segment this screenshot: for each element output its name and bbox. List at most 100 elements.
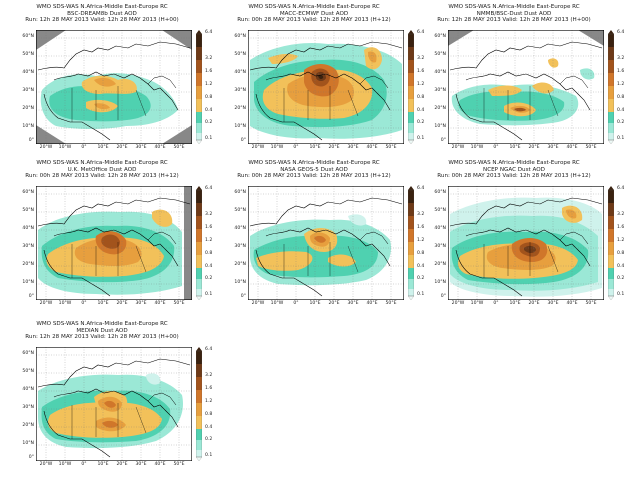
- colorbar-tick: 6.4: [617, 30, 625, 35]
- lon-tick: 20°W: [251, 145, 265, 150]
- colorbar: [195, 347, 203, 462]
- panel-nasa-geos5: WMO SDS-WAS N.Africa-Middle East-Europe …: [224, 160, 434, 318]
- lat-tick: 30°N: [234, 88, 246, 93]
- lat-tick: 0°: [240, 138, 246, 143]
- panel-title: WMO SDS-WAS N.Africa-Middle East-Europe …: [12, 321, 192, 341]
- lon-tick: 20°E: [328, 301, 340, 306]
- lat-tick: 10°N: [234, 124, 246, 129]
- lat-tick: 10°N: [22, 280, 34, 285]
- dust-aod-map: [36, 30, 192, 144]
- lon-tick: 10°E: [97, 462, 109, 467]
- colorbar-tick: 0.1: [205, 453, 213, 458]
- colorbar-tick: 0.2: [417, 120, 425, 125]
- lat-tick: 0°: [28, 455, 34, 460]
- lon-tick: 0°: [293, 301, 299, 306]
- title-line-2: U.K. MetOffice Dust AOD: [67, 166, 137, 173]
- lat-tick: 50°N: [22, 208, 34, 213]
- title-line-2: MEDIAN Dust AOD: [76, 327, 128, 334]
- colorbar-tick: 0.8: [205, 251, 213, 256]
- lat-tick: 10°N: [434, 124, 446, 129]
- lon-tick: 50°E: [385, 145, 397, 150]
- lon-tick: 20°W: [251, 301, 265, 306]
- lon-tick: 50°E: [385, 301, 397, 306]
- lon-tick: 20°E: [116, 301, 128, 306]
- colorbar-tick: 3.2: [617, 56, 625, 61]
- lat-tick: 50°N: [234, 52, 246, 57]
- dust-aod-map: [36, 186, 192, 300]
- lat-tick: 0°: [28, 294, 34, 299]
- colorbar-tick: 0.8: [417, 95, 425, 100]
- title-line-3: Run: 12h 28 MAY 2013 Valid: 12h 28 MAY 2…: [25, 334, 179, 341]
- lon-tick: 40°E: [154, 301, 166, 306]
- colorbar-tick: 0.1: [617, 292, 625, 297]
- title-line-1: WMO SDS-WAS N.Africa-Middle East-Europe …: [36, 321, 168, 327]
- lon-tick: 20°E: [116, 462, 128, 467]
- lon-tick: 30°E: [347, 145, 359, 150]
- panel-title: WMO SDS-WAS N.Africa-Middle East-Europe …: [12, 160, 192, 180]
- colorbar-tick: 0.2: [205, 276, 213, 281]
- colorbar-tick: 6.4: [205, 186, 213, 191]
- colorbar-tick: 0.8: [205, 412, 213, 417]
- lon-tick: 30°E: [547, 145, 559, 150]
- title-line-3: Run: 00h 28 MAY 2013 Valid: 12h 28 MAY 2…: [237, 17, 391, 24]
- lat-tick: 40°N: [234, 226, 246, 231]
- colorbar-tick: 3.2: [205, 56, 213, 61]
- colorbar-tick: 1.2: [617, 238, 625, 243]
- title-line-1: WMO SDS-WAS N.Africa-Middle East-Europe …: [36, 160, 168, 166]
- title-line-1: WMO SDS-WAS N.Africa-Middle East-Europe …: [248, 4, 380, 10]
- lon-tick: 0°: [493, 301, 499, 306]
- colorbar-tick: 0.8: [617, 95, 625, 100]
- colorbar: [607, 30, 615, 145]
- lon-tick: 40°E: [366, 145, 378, 150]
- lon-tick: 10°E: [309, 145, 321, 150]
- lat-tick: 30°N: [22, 244, 34, 249]
- colorbar-tick: 6.4: [417, 186, 425, 191]
- lat-tick: 10°N: [434, 280, 446, 285]
- colorbar-tick: 1.2: [417, 238, 425, 243]
- lat-tick: 50°N: [434, 208, 446, 213]
- lon-tick: 10°W: [58, 462, 72, 467]
- lat-tick: 20°N: [22, 423, 34, 428]
- lat-tick: 50°N: [234, 208, 246, 213]
- lon-tick: 10°W: [58, 301, 72, 306]
- colorbar-tick: 0.4: [417, 264, 425, 269]
- panel-title: WMO SDS-WAS N.Africa-Middle East-Europe …: [424, 160, 604, 180]
- lat-tick: 60°N: [234, 190, 246, 195]
- lon-tick: 10°E: [97, 301, 109, 306]
- lon-tick: 50°E: [173, 462, 185, 467]
- lat-tick: 40°N: [434, 70, 446, 75]
- panel-title: WMO SDS-WAS N.Africa-Middle East-Europe …: [224, 160, 404, 180]
- colorbar-tick: 0.2: [617, 276, 625, 281]
- panel-uk-metoffice: WMO SDS-WAS N.Africa-Middle East-Europe …: [12, 160, 222, 318]
- lat-tick: 60°N: [434, 190, 446, 195]
- lon-tick: 10°W: [470, 145, 484, 150]
- lat-tick: 50°N: [22, 52, 34, 57]
- colorbar: [407, 186, 415, 301]
- panel-bsc-dreamb: WMO SDS-WAS N.Africa-Middle East-Europe …: [12, 4, 222, 162]
- colorbar-tick: 1.2: [617, 82, 625, 87]
- title-line-3: Run: 00h 28 MAY 2013 Valid: 12h 28 MAY 2…: [25, 173, 179, 180]
- lon-tick: 0°: [81, 145, 87, 150]
- colorbar: [407, 30, 415, 145]
- dust-aod-map: [448, 186, 604, 300]
- lon-tick: 10°W: [58, 145, 72, 150]
- lon-tick: 0°: [81, 301, 87, 306]
- colorbar-tick: 3.2: [205, 373, 213, 378]
- lat-tick: 20°N: [234, 106, 246, 111]
- colorbar-tick: 0.2: [417, 276, 425, 281]
- colorbar-tick: 3.2: [617, 212, 625, 217]
- title-line-3: Run: 12h 28 MAY 2013 Valid: 12h 28 MAY 2…: [437, 17, 591, 24]
- lat-tick: 60°N: [434, 34, 446, 39]
- lat-tick: 60°N: [234, 34, 246, 39]
- colorbar-tick: 0.4: [205, 108, 213, 113]
- colorbar-tick: 0.4: [205, 264, 213, 269]
- title-line-1: WMO SDS-WAS N.Africa-Middle East-Europe …: [36, 4, 168, 10]
- lat-tick: 30°N: [22, 88, 34, 93]
- lon-tick: 20°W: [39, 145, 53, 150]
- title-line-2: NASA GEOS-5 Dust AOD: [280, 166, 348, 173]
- colorbar-tick: 1.6: [417, 225, 425, 230]
- colorbar-tick: 6.4: [205, 347, 213, 352]
- lat-tick: 40°N: [22, 70, 34, 75]
- colorbar-tick: 3.2: [417, 212, 425, 217]
- panel-ncep-ngac: WMO SDS-WAS N.Africa-Middle East-Europe …: [424, 160, 634, 318]
